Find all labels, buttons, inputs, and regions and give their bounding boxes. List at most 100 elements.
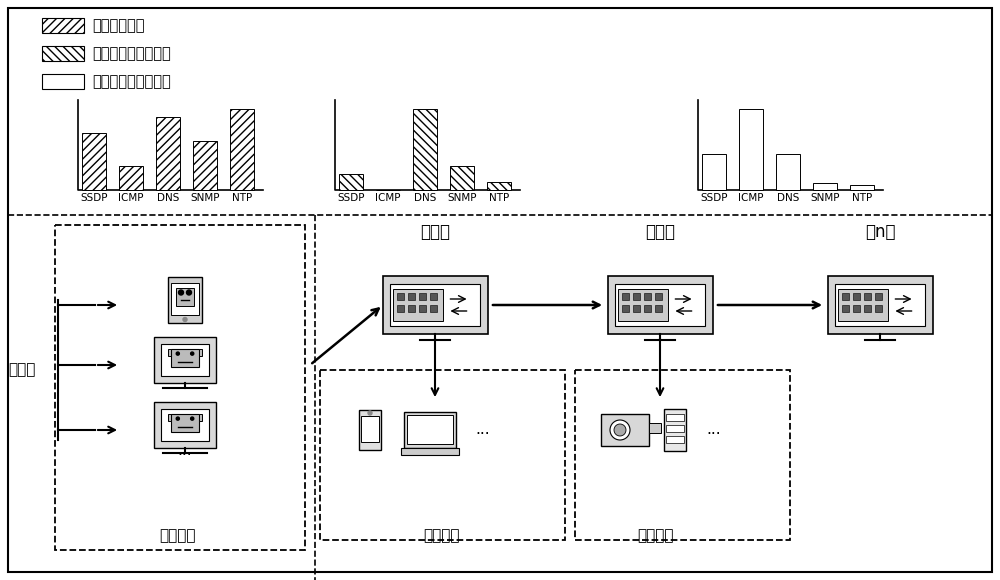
Text: SSDP: SSDP: [337, 193, 365, 203]
Bar: [168, 414, 171, 421]
Bar: [361, 416, 379, 442]
Bar: [875, 293, 882, 300]
Bar: [413, 109, 437, 190]
Bar: [397, 305, 404, 312]
Bar: [408, 293, 415, 300]
Bar: [419, 293, 426, 300]
Bar: [813, 183, 837, 190]
Bar: [666, 436, 684, 443]
Bar: [430, 305, 437, 312]
Bar: [171, 414, 199, 432]
Text: NTP: NTP: [852, 193, 872, 203]
Circle shape: [614, 424, 626, 436]
Text: ...: ...: [706, 422, 721, 437]
Text: DNS: DNS: [777, 193, 799, 203]
Text: ...: ...: [178, 443, 192, 458]
Bar: [664, 409, 686, 451]
Bar: [875, 305, 882, 312]
Bar: [622, 305, 629, 312]
Bar: [601, 414, 649, 446]
Text: 合法流量: 合法流量: [637, 528, 673, 543]
Bar: [864, 305, 871, 312]
Bar: [622, 293, 629, 300]
Text: 合法流量: 合法流量: [424, 528, 460, 543]
Bar: [407, 415, 453, 444]
Bar: [842, 293, 849, 300]
Bar: [633, 305, 640, 312]
Text: ICMP: ICMP: [738, 193, 764, 203]
Circle shape: [183, 317, 187, 321]
Bar: [864, 293, 871, 300]
Text: DNS: DNS: [157, 193, 179, 203]
Bar: [154, 402, 216, 448]
Bar: [419, 305, 426, 312]
Bar: [644, 293, 651, 300]
Bar: [168, 277, 202, 323]
Bar: [390, 284, 480, 326]
Bar: [119, 166, 143, 190]
Bar: [853, 305, 860, 312]
Circle shape: [368, 411, 372, 415]
Circle shape: [178, 290, 184, 295]
Bar: [55, 225, 305, 550]
Bar: [575, 370, 790, 540]
Circle shape: [176, 417, 179, 420]
Text: DNS: DNS: [414, 193, 436, 203]
Bar: [739, 109, 763, 190]
Bar: [828, 276, 932, 334]
Bar: [339, 174, 363, 190]
Bar: [666, 414, 684, 421]
Bar: [850, 184, 874, 190]
Bar: [193, 142, 217, 190]
Bar: [42, 74, 84, 89]
Bar: [430, 293, 437, 300]
Text: 第二跳: 第二跳: [645, 223, 675, 241]
Text: SNMP: SNMP: [190, 193, 220, 203]
Bar: [655, 305, 662, 312]
Bar: [171, 283, 199, 315]
Bar: [487, 182, 511, 190]
Circle shape: [191, 352, 194, 355]
Bar: [397, 293, 404, 300]
Text: 第一跳: 第一跳: [420, 223, 450, 241]
Bar: [408, 305, 415, 312]
Bar: [838, 289, 888, 321]
Text: ICMP: ICMP: [118, 193, 144, 203]
Text: 第二跳合法流量分布: 第二跳合法流量分布: [92, 74, 171, 89]
Bar: [404, 412, 456, 448]
Bar: [666, 425, 684, 432]
Bar: [842, 305, 849, 312]
Bar: [608, 276, 712, 334]
Bar: [835, 284, 925, 326]
Circle shape: [191, 417, 194, 420]
Bar: [393, 289, 442, 321]
Circle shape: [186, 290, 192, 295]
Text: 第一跳合法流量分布: 第一跳合法流量分布: [92, 46, 171, 61]
Text: SSDP: SSDP: [700, 193, 728, 203]
Bar: [702, 154, 726, 190]
Text: SNMP: SNMP: [447, 193, 477, 203]
Text: 恶意流量分布: 恶意流量分布: [92, 18, 144, 33]
Bar: [382, 276, 488, 334]
Bar: [359, 410, 381, 450]
Text: SSDP: SSDP: [80, 193, 108, 203]
Bar: [161, 409, 209, 441]
Bar: [176, 288, 194, 306]
Bar: [154, 337, 216, 383]
Bar: [615, 284, 705, 326]
Text: 攻击者: 攻击者: [8, 362, 36, 378]
Text: 第n跳: 第n跳: [865, 223, 895, 241]
Bar: [853, 293, 860, 300]
Bar: [161, 344, 209, 376]
Bar: [230, 109, 254, 190]
Bar: [199, 414, 202, 421]
Text: NTP: NTP: [489, 193, 509, 203]
Bar: [156, 117, 180, 190]
Bar: [320, 370, 565, 540]
Bar: [42, 18, 84, 33]
Bar: [618, 289, 668, 321]
Bar: [644, 305, 651, 312]
Circle shape: [176, 352, 179, 355]
Circle shape: [610, 420, 630, 440]
Text: ICMP: ICMP: [375, 193, 401, 203]
